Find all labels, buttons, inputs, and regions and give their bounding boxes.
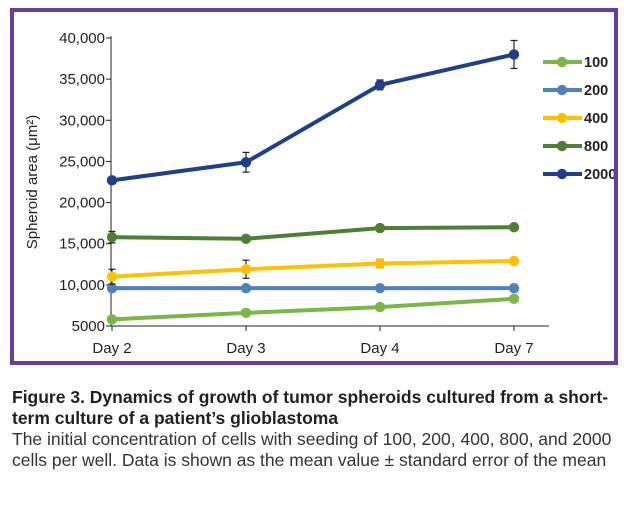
caption-body: The initial concentration of cells with … bbox=[12, 429, 612, 470]
data-point bbox=[508, 255, 520, 267]
legend-label-400: 400 bbox=[584, 111, 608, 127]
y-tick-label: 20,000 bbox=[59, 195, 105, 212]
series-line-100 bbox=[111, 296, 515, 322]
caption-title: Figure 3. Dynamics of growth of tumor sp… bbox=[12, 387, 609, 428]
legend-marker-2000 bbox=[556, 168, 568, 180]
data-point bbox=[106, 314, 118, 325]
data-point bbox=[374, 282, 386, 294]
data-point bbox=[106, 282, 118, 294]
data-point bbox=[240, 264, 252, 275]
y-tick-label: 5000 bbox=[72, 318, 105, 335]
legend-marker-800 bbox=[556, 140, 568, 152]
y-tick-label: 10,000 bbox=[59, 277, 105, 294]
series-line-2000 bbox=[111, 52, 515, 183]
data-point bbox=[240, 307, 252, 319]
data-point bbox=[240, 282, 252, 294]
legend-marker-400 bbox=[556, 112, 568, 124]
legend-label-2000: 2000 bbox=[584, 167, 614, 183]
data-point bbox=[240, 233, 252, 244]
data-point bbox=[106, 271, 118, 282]
y-tick-label: 25,000 bbox=[59, 153, 105, 170]
x-tick-label: Day 2 bbox=[92, 340, 131, 357]
legend-label-100: 100 bbox=[584, 55, 608, 71]
data-point bbox=[374, 222, 386, 234]
data-point bbox=[508, 49, 520, 60]
legend-marker-100 bbox=[556, 56, 568, 68]
legend-label-800: 800 bbox=[584, 139, 608, 155]
legend-label-200: 200 bbox=[584, 83, 608, 99]
data-point bbox=[240, 157, 252, 168]
series-line-400 bbox=[111, 258, 515, 279]
legend-marker-200 bbox=[556, 84, 568, 96]
data-point bbox=[508, 222, 520, 233]
y-tick-label: 35,000 bbox=[59, 71, 105, 88]
y-axis-label: Spheroid area (μm²) bbox=[24, 115, 41, 250]
data-point bbox=[106, 175, 118, 186]
data-point bbox=[374, 258, 386, 269]
data-point bbox=[508, 282, 520, 294]
data-point bbox=[106, 231, 118, 243]
x-tick-label: Day 7 bbox=[494, 340, 533, 357]
x-tick-label: Day 4 bbox=[360, 340, 399, 357]
series-line-800 bbox=[111, 225, 515, 241]
x-tick-label: Day 3 bbox=[226, 340, 265, 357]
data-point bbox=[508, 293, 520, 305]
data-point bbox=[374, 79, 386, 91]
figure-caption: Figure 3. Dynamics of growth of tumor sp… bbox=[12, 387, 624, 471]
data-point bbox=[374, 301, 386, 313]
y-tick-label: 15,000 bbox=[59, 236, 105, 253]
y-tick-label: 30,000 bbox=[59, 112, 105, 129]
figure-frame: 5000 10,000 15,000 20,000 25,000 30,000 35,000… bbox=[10, 8, 618, 365]
line-chart: 5000 10,000 15,000 20,000 25,000 30,000 35,000… bbox=[24, 30, 614, 357]
y-tick-label: 40,000 bbox=[59, 30, 105, 47]
